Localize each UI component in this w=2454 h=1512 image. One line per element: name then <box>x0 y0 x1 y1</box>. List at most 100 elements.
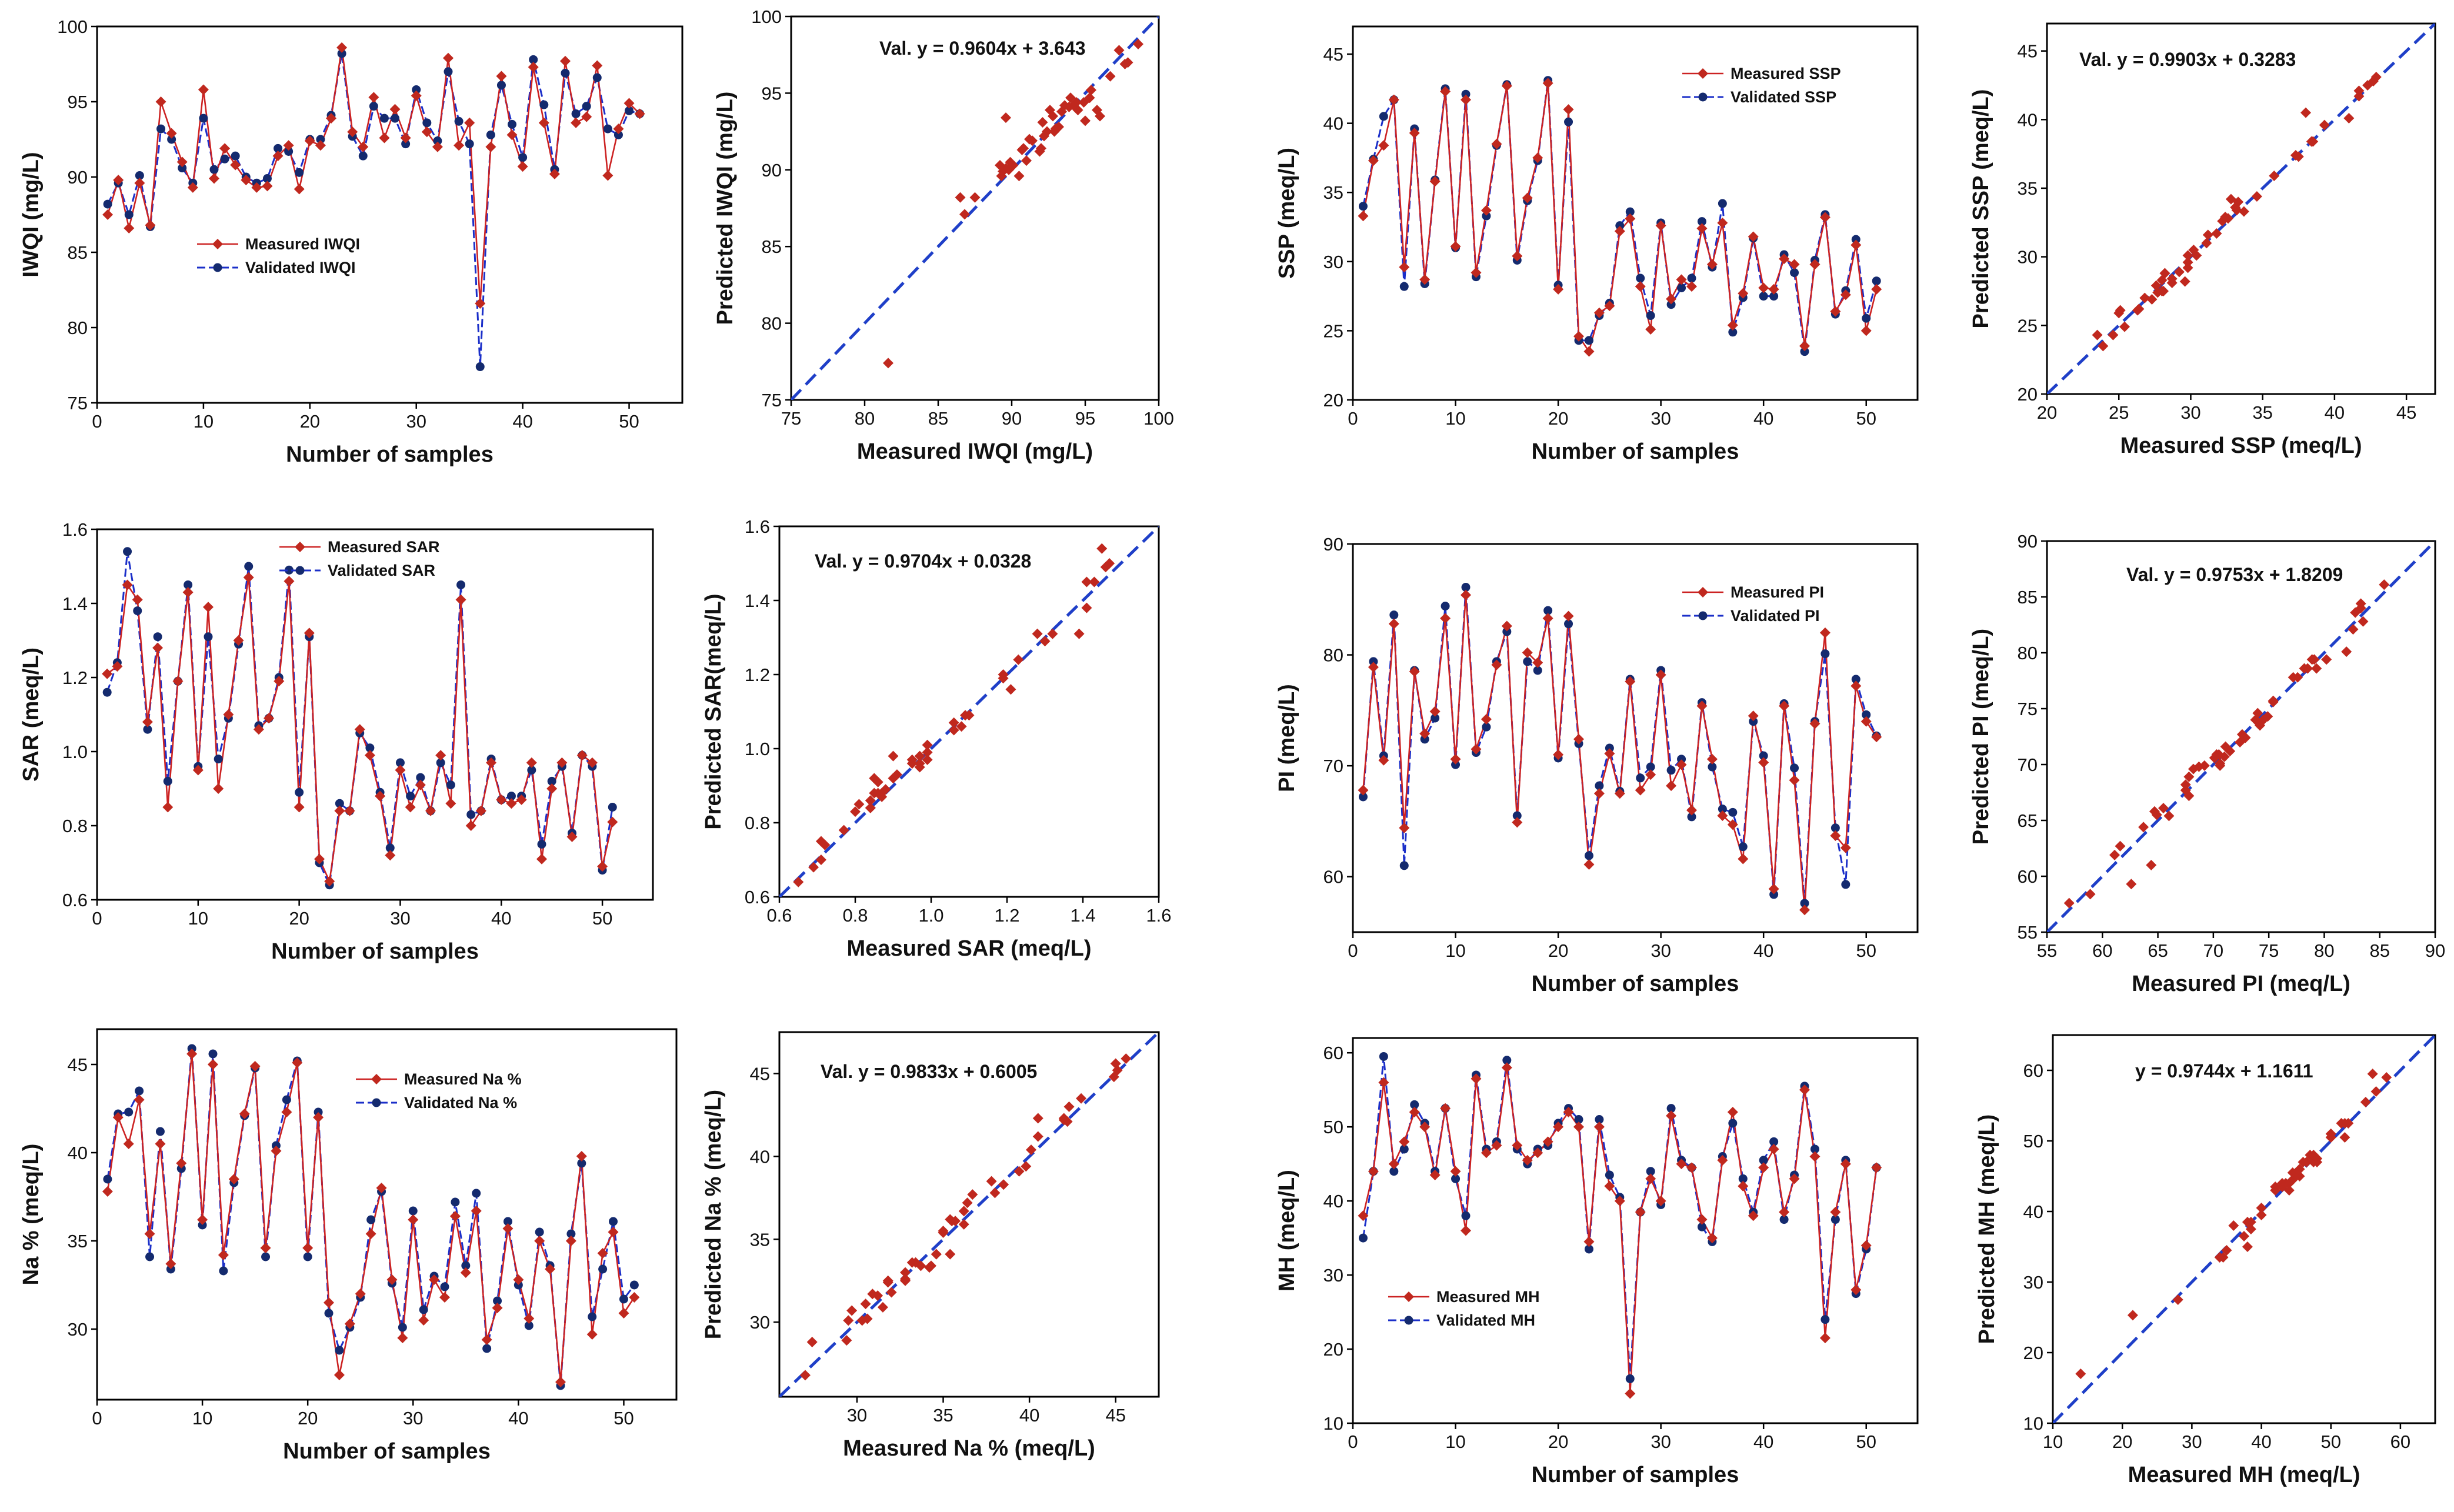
scatter-point <box>2223 213 2233 224</box>
panel-pi-series: 0 10 20 30 40 50 60 70 80 90 Number of samples PI (… <box>1275 534 1919 996</box>
measured-point <box>502 1223 514 1234</box>
measured-point <box>464 117 475 128</box>
measured-point <box>560 55 571 66</box>
measured-point <box>536 853 547 865</box>
measured-point <box>454 140 465 151</box>
scatter-point <box>1081 576 1092 588</box>
measured-point <box>155 96 166 107</box>
validated-point <box>440 1282 449 1291</box>
scatter-point <box>1053 121 1064 132</box>
scatter-point <box>963 710 975 721</box>
measured-point <box>1409 666 1420 677</box>
validated-point <box>1523 657 1532 666</box>
validated-point <box>1379 1052 1388 1061</box>
validated-point <box>133 606 142 616</box>
scatter-point <box>2183 771 2195 782</box>
regression-equation: Val. y = 0.9753x + 1.8209 <box>2126 564 2343 585</box>
measured-point <box>262 181 273 192</box>
measured-point <box>281 1107 292 1117</box>
measured-point <box>239 1109 250 1119</box>
validated-point <box>1389 1167 1399 1176</box>
y-tick-label: 80 <box>68 318 88 338</box>
measured-point <box>162 802 174 813</box>
measured-point <box>123 1139 134 1149</box>
scatter-point <box>2348 624 2359 635</box>
measured-point <box>1830 306 1841 317</box>
measured-point <box>1471 1073 1482 1084</box>
validated-point <box>451 1197 460 1207</box>
measured-point <box>1768 883 1779 894</box>
scatter-point <box>2221 1245 2232 1256</box>
scatter-point <box>2108 329 2119 341</box>
validated-point <box>1738 1174 1748 1183</box>
y-tick-label: 20 <box>1323 1339 1343 1360</box>
scatter-point <box>872 776 883 787</box>
measured-point <box>1717 1154 1728 1166</box>
measured-point <box>324 1297 334 1308</box>
measured-point <box>1727 1106 1738 1117</box>
scatter-point <box>1076 1093 1087 1104</box>
measured-point <box>1768 283 1779 295</box>
measured-point <box>592 60 603 71</box>
measured-point <box>315 140 326 151</box>
validated-point <box>475 362 485 372</box>
validated-point <box>456 580 466 589</box>
scatter-point <box>2367 1069 2378 1079</box>
scatter-point <box>1104 558 1115 569</box>
x-tick-label: 30 <box>403 1408 423 1428</box>
scatter-point <box>2211 228 2222 239</box>
y-tick-label: 25 <box>1323 321 1343 341</box>
validated-point <box>153 632 162 642</box>
measured-point <box>165 1259 176 1269</box>
validated-point <box>566 1229 576 1239</box>
scatter-point <box>2146 860 2157 870</box>
scatter-point <box>1047 628 1058 639</box>
plot-area <box>779 1032 1159 1397</box>
panel-na-series: 0 10 20 30 40 50 30 35 40 45 Number of samples Na %… <box>19 1028 678 1464</box>
scatter-point <box>1032 1113 1043 1124</box>
x-tick-label: 100 <box>1143 408 1174 429</box>
x-axis-label: Number of samples <box>283 1439 491 1464</box>
scatter-point <box>2063 897 2075 909</box>
scatter-point <box>2381 1072 2392 1083</box>
measured-point <box>1799 341 1810 352</box>
validated-point <box>1677 283 1686 292</box>
validated-point <box>1625 1374 1635 1383</box>
validated-point <box>1369 657 1378 666</box>
validated-point <box>508 119 517 129</box>
x-axis-label: Measured SAR (meq/L) <box>847 936 1092 961</box>
plot-area <box>1358 76 1882 357</box>
y-tick-label: 75 <box>68 393 88 413</box>
validated-point <box>454 116 464 126</box>
measured-point <box>1429 176 1441 187</box>
measured-point <box>228 1174 239 1184</box>
measured-point <box>1686 281 1697 292</box>
measured-point <box>102 209 114 220</box>
measured-point <box>455 594 466 605</box>
measured-point <box>1645 1173 1656 1184</box>
measured-point <box>1419 1122 1431 1133</box>
x-axis-label: Number of samples <box>1532 972 1739 996</box>
regression-equation: Val. y = 0.9903x + 0.3283 <box>2079 49 2296 70</box>
measured-point <box>1635 1207 1646 1218</box>
scatter-point <box>2199 760 2210 771</box>
scatter-point <box>2325 1129 2336 1139</box>
y-tick-label: 35 <box>2018 178 2038 199</box>
y-tick-label: 1.6 <box>745 516 770 537</box>
validated-point <box>1451 1174 1461 1183</box>
measured-point <box>1491 138 1502 149</box>
scatter-point <box>2252 707 2263 719</box>
scatter-point <box>846 1305 858 1316</box>
measured-point <box>429 1274 440 1285</box>
y-axis-label: Predicted Na % (meq/L) <box>701 1090 726 1339</box>
measured-point <box>496 794 507 805</box>
legend-validated-marker <box>1698 92 1708 102</box>
measured-point <box>576 1151 587 1161</box>
validated-point <box>419 1305 428 1314</box>
measured-point <box>415 779 426 790</box>
x-tick-label: 70 <box>2203 940 2223 961</box>
measured-point <box>283 140 294 151</box>
measured-point <box>365 1229 376 1239</box>
measured-point <box>517 161 528 172</box>
y-tick-label: 90 <box>68 167 88 188</box>
